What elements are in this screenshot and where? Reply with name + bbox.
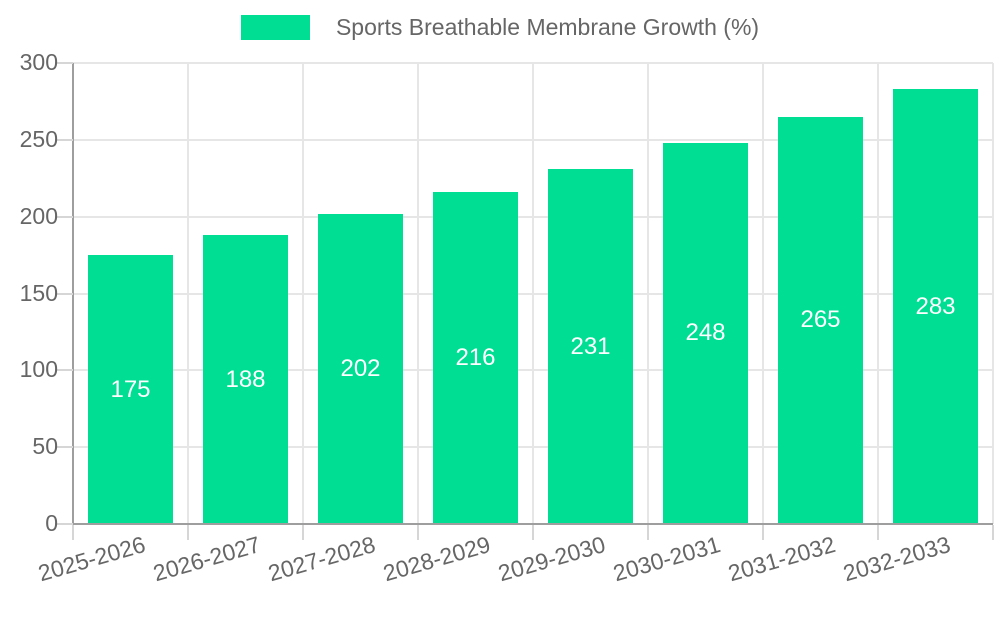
y-tick-label: 300 xyxy=(19,49,58,75)
y-axis-tick xyxy=(55,446,73,449)
x-axis-tick xyxy=(187,525,189,540)
y-axis-tick xyxy=(55,292,73,295)
bar-value-label: 188 xyxy=(225,365,266,393)
y-tick-label: 200 xyxy=(19,202,58,229)
gridline-v xyxy=(992,63,994,524)
y-tick-label: 150 xyxy=(19,279,58,306)
y-axis-tick xyxy=(55,138,73,141)
bar: 188 xyxy=(203,235,288,524)
x-axis-tick xyxy=(417,525,419,540)
y-tick-label: 50 xyxy=(32,433,58,460)
y-axis-tick xyxy=(55,62,73,64)
x-axis-tick xyxy=(302,525,304,540)
gridline-v xyxy=(417,63,419,524)
y-tick-label: 0 xyxy=(45,510,58,536)
gridline-v xyxy=(302,63,304,524)
bar: 265 xyxy=(778,116,863,524)
y-axis-tick xyxy=(55,369,73,372)
bar: 175 xyxy=(88,255,173,524)
x-axis-tick xyxy=(877,525,879,540)
bar: 231 xyxy=(548,169,633,524)
y-axis-tick xyxy=(55,523,73,525)
bar: 248 xyxy=(663,142,748,524)
legend-label: Sports Breathable Membrane Growth (%) xyxy=(335,14,760,40)
gridline-v xyxy=(647,63,649,524)
x-axis-tick xyxy=(762,525,764,540)
bar-value-label: 248 xyxy=(685,319,726,347)
y-axis-line xyxy=(72,63,74,540)
y-tick-label: 250 xyxy=(19,125,58,152)
bar-chart: Sports Breathable Membrane Growth (%) 17… xyxy=(0,14,1000,586)
bar: 202 xyxy=(318,213,403,524)
bar: 216 xyxy=(433,192,518,524)
bar-value-label: 175 xyxy=(110,375,151,403)
chart-legend[interactable]: Sports Breathable Membrane Growth (%) xyxy=(0,14,1000,41)
gridline-v xyxy=(762,63,764,524)
gridline-v xyxy=(532,63,534,524)
x-axis-tick xyxy=(647,525,649,540)
x-axis-tick xyxy=(72,525,74,540)
x-axis-tick xyxy=(992,525,994,540)
bar-value-label: 216 xyxy=(455,344,496,372)
gridline-v xyxy=(187,63,189,524)
x-axis-tick xyxy=(532,525,534,540)
plot-area: 175 188 202 216 231 248 265 283 xyxy=(73,62,994,524)
x-axis-line xyxy=(55,523,993,525)
legend-swatch xyxy=(240,15,310,40)
bar: 283 xyxy=(893,89,978,524)
gridline-v xyxy=(877,63,879,524)
y-tick-label: 100 xyxy=(19,356,58,383)
bar-value-label: 202 xyxy=(340,354,381,382)
y-axis-tick xyxy=(55,215,73,218)
bar-value-label: 283 xyxy=(915,292,956,320)
bar-value-label: 231 xyxy=(570,332,611,360)
bar-value-label: 265 xyxy=(800,306,841,334)
